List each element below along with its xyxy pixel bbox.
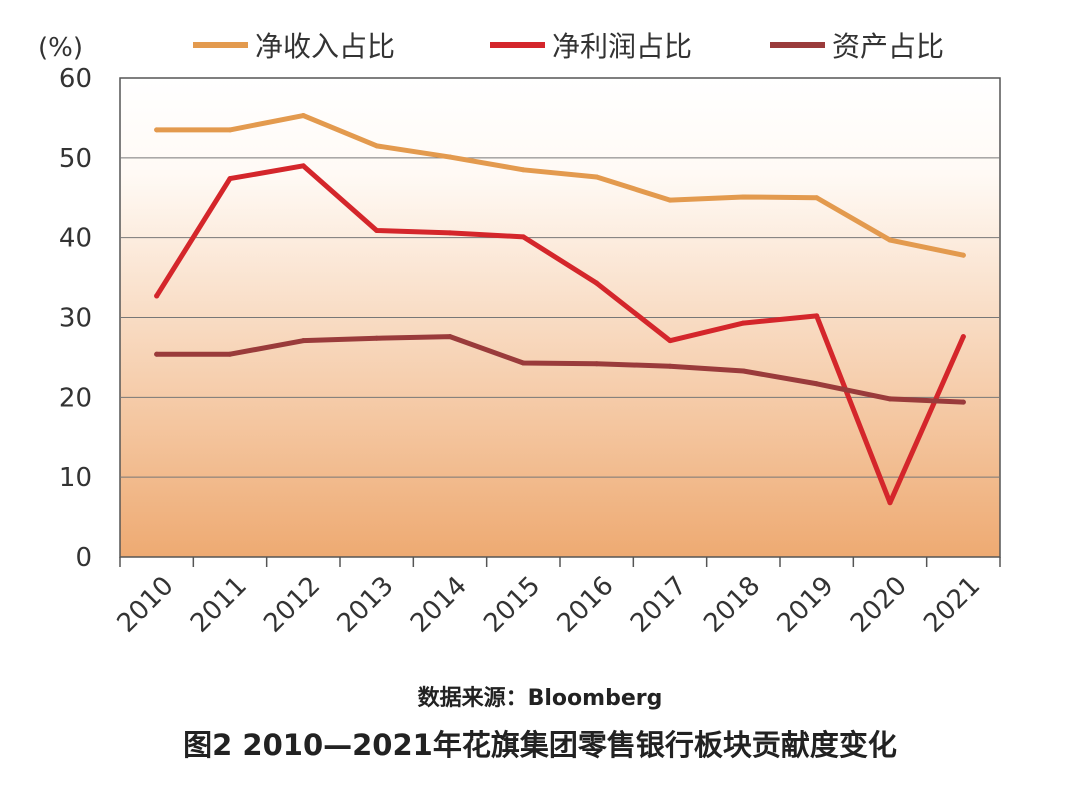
data-point (300, 163, 306, 169)
data-point (520, 167, 526, 173)
series-line-0 (154, 113, 966, 258)
x-tick-label: 2018 (698, 571, 766, 639)
data-point (154, 351, 160, 357)
legend-label: 资产占比 (832, 30, 944, 63)
data-point (740, 368, 746, 374)
y-tick-label: 60 (59, 64, 92, 94)
data-point (740, 320, 746, 326)
data-point (447, 230, 453, 236)
x-tick-label: 2013 (332, 571, 400, 639)
data-point (814, 195, 820, 201)
data-point (667, 338, 673, 344)
data-point (887, 396, 893, 402)
y-unit-label: (%) (38, 33, 83, 63)
data-point (667, 197, 673, 203)
x-tick-label: 2012 (258, 571, 326, 639)
data-point (300, 113, 306, 119)
x-tick-label: 2015 (478, 571, 546, 639)
data-point (520, 360, 526, 366)
data-point (594, 280, 600, 286)
y-tick-label: 20 (59, 383, 92, 413)
x-tick-label: 2010 (112, 571, 180, 639)
x-tick-label: 2019 (772, 571, 840, 639)
x-tick-label: 2020 (845, 571, 913, 639)
legend-label: 净收入占比 (255, 30, 395, 63)
x-tick-label: 2017 (625, 571, 693, 639)
data-point (960, 334, 966, 340)
data-point (374, 227, 380, 233)
data-point (374, 143, 380, 149)
data-point (227, 176, 233, 182)
data-point (374, 335, 380, 341)
data-source: 数据来源：Bloomberg (417, 686, 663, 711)
x-tick-label: 2021 (918, 571, 986, 639)
series-line-2 (154, 334, 966, 405)
y-tick-label: 40 (59, 224, 92, 254)
data-point (814, 313, 820, 319)
data-point (154, 293, 160, 299)
series-line-1 (154, 163, 966, 506)
data-point (887, 237, 893, 243)
data-point (227, 127, 233, 133)
data-point (814, 381, 820, 387)
y-tick-label: 0 (75, 543, 92, 573)
y-tick-label: 30 (59, 304, 92, 334)
data-point (960, 252, 966, 258)
data-point (594, 361, 600, 367)
data-point (667, 363, 673, 369)
figure-caption: 图2 2010—2021年花旗集团零售银行板块贡献度变化 (183, 728, 897, 762)
legend-label: 净利润占比 (552, 30, 692, 63)
x-tick-label: 2011 (185, 571, 253, 639)
data-point (227, 351, 233, 357)
y-tick-label: 10 (59, 463, 92, 493)
data-point (740, 194, 746, 200)
data-point (887, 500, 893, 506)
data-point (300, 338, 306, 344)
x-tick-label: 2016 (552, 571, 620, 639)
data-point (960, 399, 966, 405)
data-point (154, 127, 160, 133)
data-point (520, 234, 526, 240)
y-tick-label: 50 (59, 144, 92, 174)
x-tick-label: 2014 (405, 571, 473, 639)
data-point (594, 174, 600, 180)
data-point (447, 154, 453, 160)
data-point (447, 334, 453, 340)
